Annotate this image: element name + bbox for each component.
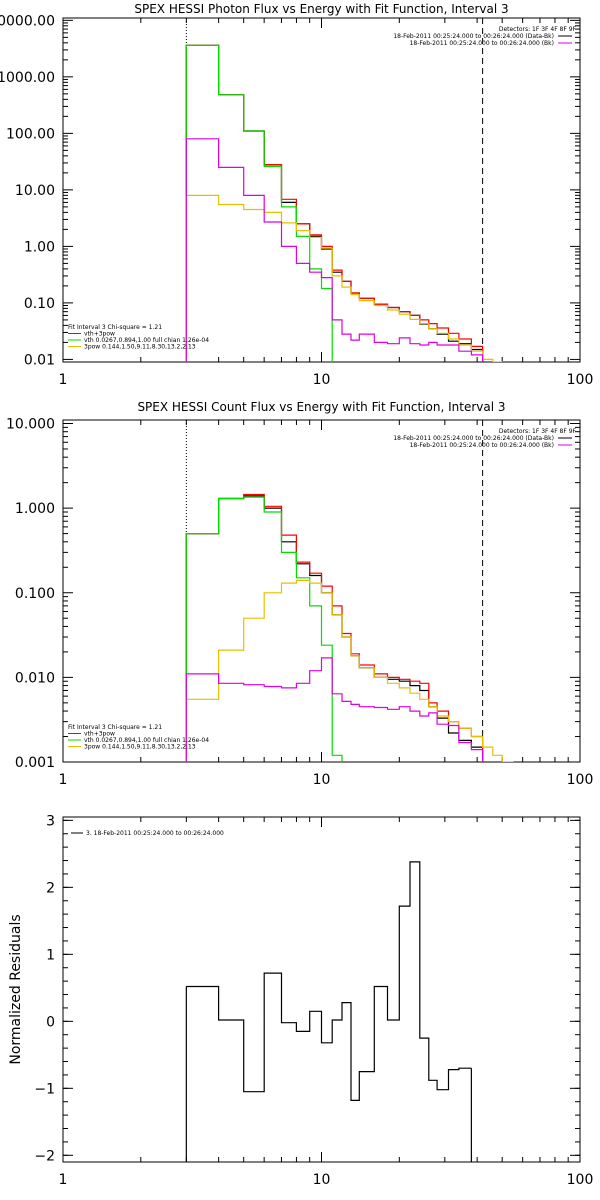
chart-panel-3: 1 10 100 −2 −1 0 1 2 3 Normalized Residuals 3. 18-… [8, 813, 593, 1188]
legend-entry: 18-Feb-2011 00:25:24.000 to 00:26:24.000… [393, 33, 554, 40]
legend-fit-info: Fit Interval 3 Chi-square = 1.21 [68, 324, 162, 331]
y-tick-label: 0.01 [24, 352, 55, 368]
y-tick-label: 1000.00 [0, 70, 55, 86]
x-axis: 1 10 100 [59, 420, 594, 788]
legend-entry: 18-Feb-2011 00:25:24.000 to 00:26:24.000… [410, 40, 554, 47]
chart-panel-1: SPEX HESSI Photon Flux vs Energy with Fi… [0, 2, 593, 388]
legend-entry: vth+3pow [84, 731, 115, 738]
legend-detectors: Detectors: 1F 3F 4F 8F 9F [499, 428, 577, 435]
series-line-4 [185, 194, 503, 362]
legend-entry: 3. 18-Feb-2011 00:25:24.000 to 00:26:24.… [86, 830, 224, 837]
legend-entry: 18-Feb-2011 00:25:24.000 to 00:26:24.000… [410, 442, 554, 449]
y-tick-label: 10.00 [15, 183, 55, 199]
series-group [185, 44, 503, 362]
series-line-3 [185, 44, 333, 362]
legend-entry: 3pow 0.144,1.50,9.11,8.30,13.2,2.13 [84, 344, 196, 351]
x-axis: 1 10 100 [59, 18, 594, 388]
x-tick-label: 1 [59, 772, 68, 788]
x-tick-label: 100 [567, 1172, 594, 1188]
y-axis: −2 −1 0 1 2 3 [34, 813, 580, 1164]
y-tick-label: 100.00 [6, 126, 55, 142]
series-line-5 [185, 138, 484, 362]
legend-detectors: Detectors: 1F 3F 4F 8F 9F [499, 26, 577, 33]
legend-bottom: Fit Interval 3 Chi-square = 1.21vth+3pow… [68, 324, 209, 351]
y-tick-label: 0.10 [24, 296, 55, 312]
series-line-1 [185, 495, 484, 762]
x-tick-label: 100 [567, 372, 594, 388]
legend-entry: vth 0.0267,0.894,1.00 full chian 1.26e-0… [84, 737, 209, 744]
x-tick-label: 1 [59, 1172, 68, 1188]
series-line-5 [185, 657, 484, 762]
y-tick-label: 1.00 [24, 239, 55, 255]
y-axis-label: Normalized Residuals [8, 914, 24, 1064]
chart-title: SPEX HESSI Photon Flux vs Energy with Fi… [134, 2, 508, 16]
series-line-2 [185, 493, 484, 762]
y-tick-label: 0.100 [15, 586, 55, 602]
y-axis: 0.01 0.10 1.00 10.00 100.00 1000.00 10000.00 [0, 13, 580, 368]
y-tick-label: −1 [34, 1081, 55, 1097]
y-tick-label: 0.010 [15, 670, 55, 686]
x-tick-label: 10 [313, 772, 331, 788]
y-tick-label: 3 [46, 813, 55, 829]
y-tick-label: −2 [34, 1148, 55, 1164]
legend-fit-info: Fit Interval 3 Chi-square = 1.21 [68, 724, 162, 731]
chart-panel-2: SPEX HESSI Count Flux vs Energy with Fit… [6, 400, 593, 788]
plot-frame [62, 816, 581, 1163]
y-tick-label: 10000.00 [0, 13, 55, 29]
x-tick-label: 1 [59, 372, 68, 388]
series-line-1 [186, 861, 472, 1101]
legend-bottom: Fit Interval 3 Chi-square = 1.21vth+3pow… [68, 724, 209, 751]
y-tick-label: 0.001 [15, 755, 55, 771]
chart-title: SPEX HESSI Count Flux vs Energy with Fit… [137, 400, 505, 414]
y-tick-label: 0 [46, 1014, 55, 1030]
x-tick-label: 100 [567, 772, 594, 788]
x-axis: 1 10 100 [59, 817, 594, 1188]
series-line-3 [185, 496, 343, 762]
plot-frame [62, 17, 581, 363]
y-tick-label: 10.000 [6, 417, 55, 433]
y-tick-label: 1.000 [15, 501, 55, 517]
legend-residuals: 3. 18-Feb-2011 00:25:24.000 to 00:26:24.… [71, 830, 224, 837]
series-line-4 [185, 579, 514, 762]
series-line-2 [185, 44, 484, 362]
y-tick-label: 1 [46, 947, 55, 963]
y-tick-label: 2 [46, 880, 55, 896]
legend-entry: vth+3pow [84, 331, 115, 338]
series-line-1 [185, 44, 484, 362]
series-group [185, 493, 514, 762]
series-group [185, 861, 472, 1162]
y-axis: 0.001 0.010 0.100 1.000 10.000 [6, 417, 580, 771]
legend-entry: 3pow 0.144,1.50,9.11,8.30,13.2,2.13 [84, 744, 196, 751]
legend-entry: 18-Feb-2011 00:25:24.000 to 00:26:24.000… [393, 435, 554, 442]
x-tick-label: 10 [313, 372, 331, 388]
x-tick-label: 10 [313, 1172, 331, 1188]
legend-entry: vth 0.0267,0.894,1.00 full chian 1.26e-0… [84, 337, 209, 344]
